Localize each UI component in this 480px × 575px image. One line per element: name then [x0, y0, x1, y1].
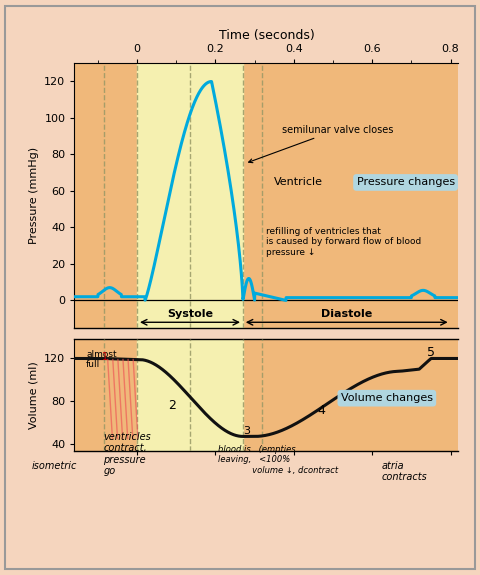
Text: Diastole: Diastole — [321, 309, 372, 319]
Text: semilunar valve closes: semilunar valve closes — [249, 125, 394, 163]
Bar — [137, 63, 243, 328]
Bar — [74, 339, 137, 451]
Bar — [74, 63, 137, 328]
Text: 1: 1 — [102, 351, 108, 362]
Text: atria
contracts: atria contracts — [382, 461, 427, 482]
Text: Pressure changes: Pressure changes — [357, 178, 455, 187]
Y-axis label: Volume (ml): Volume (ml) — [29, 362, 39, 429]
Text: 4: 4 — [317, 404, 325, 417]
Text: ventricles
contract,
pressure
go: ventricles contract, pressure go — [103, 432, 151, 476]
Text: blood is   (empties
leaving,   <100%
             volume ↓, dcontract: blood is (empties leaving, <100% volume … — [218, 445, 338, 474]
Text: 5: 5 — [427, 346, 435, 359]
Bar — [243, 339, 458, 451]
Text: Volume changes: Volume changes — [341, 393, 433, 403]
Y-axis label: Pressure (mmHg): Pressure (mmHg) — [29, 147, 39, 244]
Text: 2: 2 — [168, 398, 176, 412]
Bar — [243, 63, 458, 328]
X-axis label: Time (seconds): Time (seconds) — [218, 29, 314, 41]
Text: almost
full: almost full — [86, 350, 117, 369]
Text: refilling of ventricles that
is caused by forward flow of blood
pressure ↓: refilling of ventricles that is caused b… — [266, 227, 421, 257]
Text: isometric: isometric — [31, 461, 77, 470]
Text: Systole: Systole — [167, 309, 213, 319]
Text: Ventricle: Ventricle — [274, 178, 323, 187]
Bar — [137, 339, 243, 451]
Text: 3: 3 — [243, 426, 250, 436]
